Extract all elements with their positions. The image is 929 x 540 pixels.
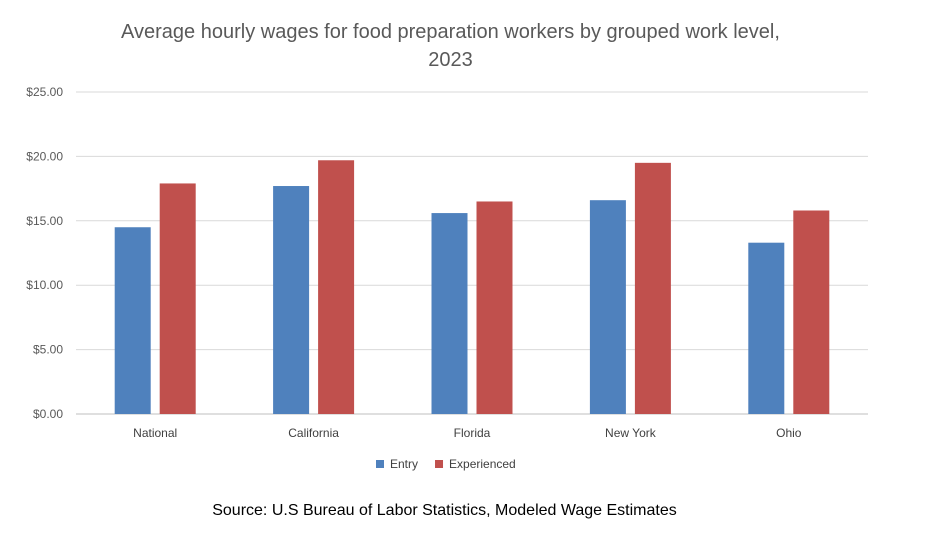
- legend: Entry Experienced: [376, 457, 516, 471]
- legend-label-experienced: Experienced: [449, 457, 516, 471]
- y-tick-label: $20.00: [26, 149, 63, 163]
- source-note: Source: U.S Bureau of Labor Statistics, …: [212, 502, 677, 519]
- x-category-label: New York: [605, 426, 657, 440]
- bar-chart: $0.00 $5.00 $10.00 $15.00 $20.00 $25.00 Natio…: [26, 85, 868, 471]
- legend-swatch-experienced: [435, 460, 444, 468]
- bars: [114, 160, 830, 414]
- bar-entry-florida: [431, 213, 468, 414]
- bar-entry-california: [273, 186, 310, 414]
- y-tick-label: $10.00: [26, 278, 63, 292]
- bar-experienced-ohio: [793, 210, 830, 414]
- bar-experienced-florida: [476, 201, 513, 414]
- chart-title-line2: 2023: [428, 49, 473, 71]
- y-tick-label: $5.00: [33, 343, 63, 357]
- x-category-label: Florida: [454, 426, 491, 440]
- x-category-label: Ohio: [776, 426, 802, 440]
- x-category-label: California: [288, 426, 339, 440]
- bar-entry-new-york: [589, 200, 626, 414]
- bar-experienced-new-york: [634, 162, 671, 414]
- legend-label-entry: Entry: [390, 457, 418, 471]
- y-axis-ticks: $0.00 $5.00 $10.00 $15.00 $20.00 $25.00: [26, 85, 63, 421]
- bar-experienced-national: [159, 183, 196, 414]
- legend-swatch-entry: [376, 460, 384, 468]
- y-tick-label: $25.00: [26, 85, 63, 99]
- y-tick-label: $0.00: [33, 407, 63, 421]
- bar-entry-national: [114, 227, 151, 414]
- x-category-label: National: [133, 426, 177, 440]
- y-tick-label: $15.00: [26, 214, 63, 228]
- x-axis-categories: National California Florida New York Ohio: [133, 426, 802, 440]
- chart-title: Average hourly wages for food preparatio…: [0, 18, 901, 74]
- bar-entry-ohio: [748, 242, 785, 414]
- gridlines: [76, 91, 868, 415]
- chart-title-line1: Average hourly wages for food preparatio…: [121, 21, 780, 43]
- bar-experienced-california: [318, 160, 355, 414]
